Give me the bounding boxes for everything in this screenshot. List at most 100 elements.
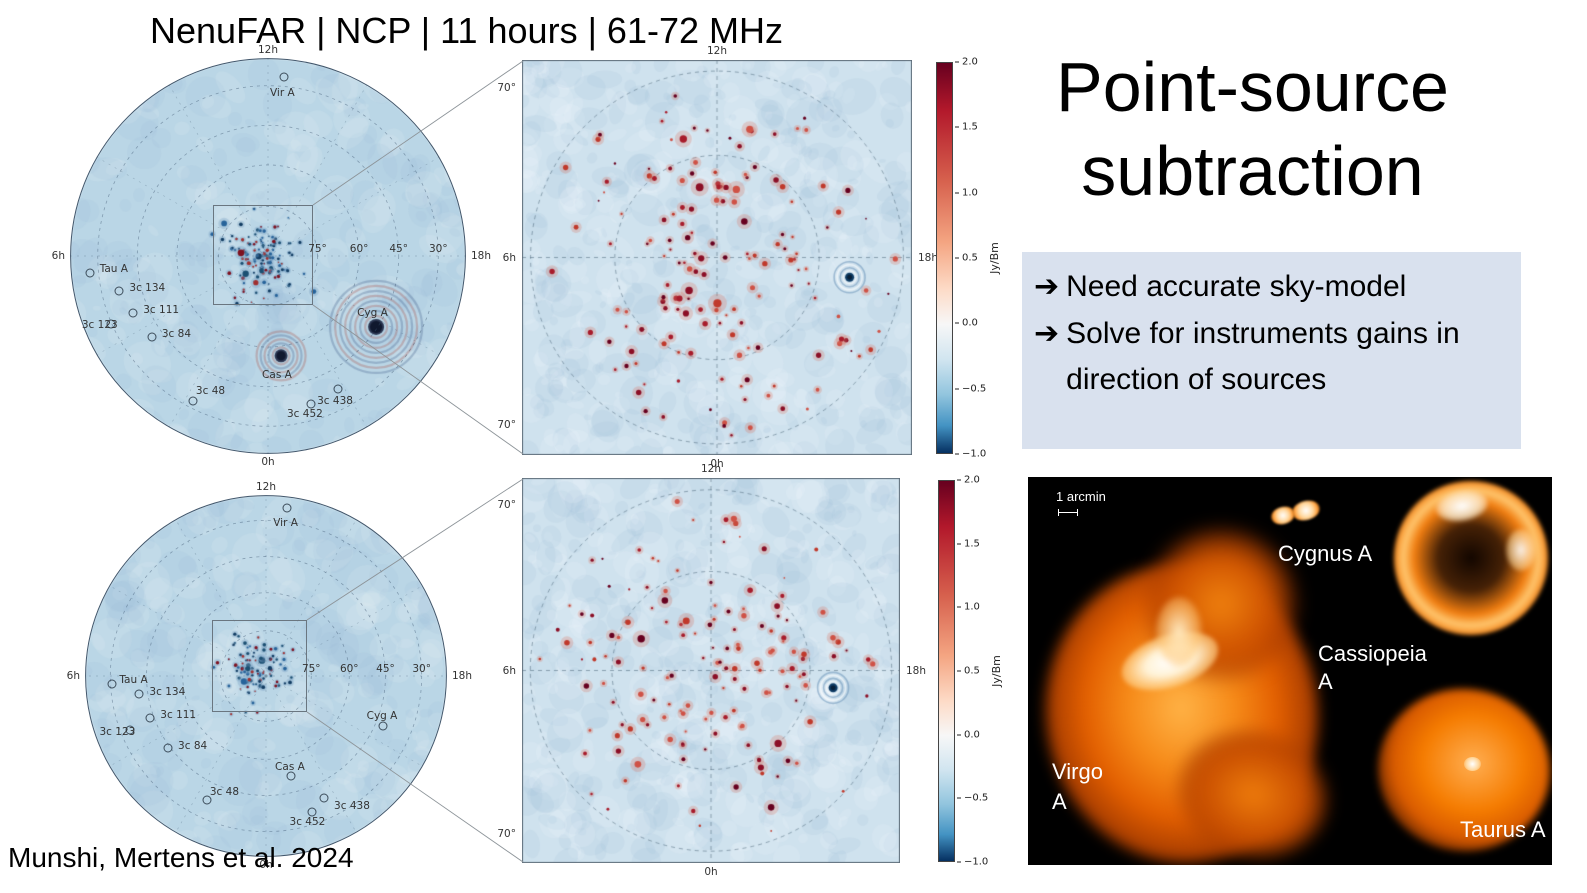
hour-tick-6h: 6h (66, 670, 80, 682)
colorbar-tick: 2.0 (957, 475, 980, 486)
elevation-tick: 75° (308, 243, 327, 255)
source-marker-cas-a (286, 771, 296, 781)
bullet-text: Need accurate sky-model (1066, 270, 1407, 303)
source-label-3c-123: 3c 123 (81, 319, 118, 332)
source-marker-3c-84 (163, 743, 173, 753)
ncp-zoom-before-panel: 12h 70° 6h 70° 18h 0h (497, 45, 938, 470)
citation: Munshi, Mertens et al. 2024 (8, 842, 354, 873)
source-marker-vir-a (279, 72, 289, 82)
source-label-3c-452: 3c 452 (289, 816, 326, 829)
hour-tick-0h: 0h (259, 859, 273, 871)
hour-tick-18h: 18h (452, 670, 473, 682)
source-marker-3c-134 (114, 286, 124, 296)
allsky-map-before-panel: 12h 6h 18h 0h 75° 60° 45° 30° Vir A Tau A 3c 134 3c… (52, 44, 491, 468)
hour-tick-6h: 6h (51, 250, 65, 262)
polar-grid (85, 495, 447, 857)
colorbar-tick: 2.0 (955, 57, 978, 68)
dec-tick-70: 70° (497, 498, 516, 511)
colorbar-tick: −1.0 (957, 857, 988, 868)
source-marker-3c-134 (134, 689, 144, 699)
virgo-a-core (1156, 597, 1202, 667)
source-label-vir-a: Vir A (273, 517, 298, 530)
main-title-line2: subtraction (1081, 132, 1424, 210)
source-label-3c-134: 3c 134 (129, 281, 166, 294)
hour-tick-18h: 18h (471, 250, 492, 262)
source-marker-vir-a (282, 503, 292, 513)
ncp-zoom-before-image (522, 60, 912, 455)
source-marker-cyg-a (378, 721, 388, 731)
source-label-3c-134: 3c 134 (149, 685, 186, 698)
zoom-inset-rect (213, 205, 313, 305)
astro-label-a: A (1052, 789, 1067, 814)
hour-tick-0h: 0h (710, 458, 724, 470)
source-label-3c-438: 3c 438 (334, 800, 370, 813)
hour-tick-6h: 6h (502, 664, 516, 677)
elevation-tick: 75° (301, 663, 321, 675)
elevation-tick: 60° (339, 663, 359, 675)
bullet-item: ➔ Need accurate sky-model (1034, 264, 1511, 311)
colorbar-tick: 1.0 (957, 602, 980, 613)
source-label-3c-48: 3c 48 (209, 786, 240, 799)
source-label-3c-84: 3c 84 (161, 328, 192, 341)
dec-tick-70: 70° (497, 419, 516, 432)
hour-tick-12h: 12h (706, 45, 728, 57)
source-marker-tau-a (85, 268, 95, 278)
main-title: Point-source subtraction (990, 45, 1515, 213)
source-label-cyg-a: Cyg A (357, 307, 388, 320)
source-label-3c-123: 3c 123 (99, 725, 136, 738)
arrow-bullet-icon: ➔ (1034, 315, 1060, 351)
source-label-tau-a: Tau A (99, 262, 128, 275)
hour-tick-12h: 12h (255, 481, 277, 493)
cassiopeia-a-bright-patch (1506, 529, 1536, 571)
astro-label-taurus-a: Taurus A (1460, 817, 1546, 842)
source-label-3c-111: 3c 111 (160, 709, 197, 722)
source-marker-3c-123 (125, 725, 135, 735)
hour-tick-0h: 0h (261, 456, 275, 468)
key-points-box: ➔ Need accurate sky-model ➔ Solve for in… (1022, 252, 1521, 449)
source-marker-3c-48 (188, 396, 198, 406)
source-marker-3c-438 (333, 384, 343, 394)
source-marker-3c-123 (106, 319, 116, 329)
elevation-tick: 45° (389, 243, 408, 255)
colorbar-unit-label: Jy/Bm (990, 655, 1003, 687)
elevation-tick: 30° (428, 243, 448, 255)
source-marker-tau-a (107, 679, 117, 689)
elevation-tick: 30° (412, 663, 431, 675)
astro-label-cassiopeia: Cassiopeia (1318, 641, 1427, 666)
colorbar-tick: 0.5 (955, 253, 978, 264)
cygnus-a-image (1290, 497, 1322, 524)
colorbar-tick: −1.0 (955, 449, 986, 460)
ncp-zoom-after-panel: 12h 70° 6h 70° 18h 0h (497, 463, 926, 878)
colorbar-tick: 0.0 (955, 318, 978, 329)
colorbar-tick: 1.5 (955, 122, 978, 133)
colorbar-gradient (938, 480, 955, 862)
colorbar-tick: 1.5 (957, 538, 980, 549)
bullet-text: Solve for instruments gains in direction… (1066, 316, 1460, 397)
hour-tick-6h: 6h (502, 251, 516, 264)
main-title-line1: Point-source (1056, 48, 1449, 126)
hour-tick-0h: 0h (704, 866, 718, 878)
source-marker-3c-84 (147, 332, 157, 342)
elevation-tick: 60° (349, 243, 369, 255)
arrow-bullet-icon: ➔ (1034, 269, 1060, 304)
source-label-cas-a: Cas A (275, 761, 305, 774)
source-marker-3c-111 (145, 713, 155, 723)
source-label-3c-84: 3c 84 (178, 739, 208, 752)
source-label-vir-a: Vir A (269, 86, 295, 99)
hour-tick-12h: 12h (257, 44, 279, 56)
hour-tick-18h: 18h (918, 251, 939, 264)
zoom-inset-rect (212, 620, 307, 712)
slide-title: NenuFAR | NCP | 11 hours | 61-72 MHz (150, 10, 783, 51)
source-marker-3c-48 (202, 795, 212, 805)
source-marker-3c-111 (128, 308, 138, 318)
colorbar-tick: 1.0 (955, 187, 978, 198)
scalebar-label: 1 arcmin (1056, 489, 1106, 504)
source-label-cyg-a: Cyg A (366, 710, 398, 723)
colorbar-top: Jy/Bm 2.0 1.5 1.0 0.5 0.0 −0.5 −1.0 (936, 57, 1006, 460)
ateam-image-panel: 1 arcmin Cygnus A Cassiopeia A Virgo A Taurus… (1028, 477, 1552, 865)
colorbar-tick: −0.5 (957, 793, 988, 804)
allsky-map-after-panel: 12h 6h 18h 0h 75° 60° 45° 30° Vir A Tau A 3c 134 3c… (67, 481, 472, 871)
source-label-cas-a: Cas A (262, 368, 292, 381)
colorbar-tick: 0.0 (957, 729, 980, 740)
